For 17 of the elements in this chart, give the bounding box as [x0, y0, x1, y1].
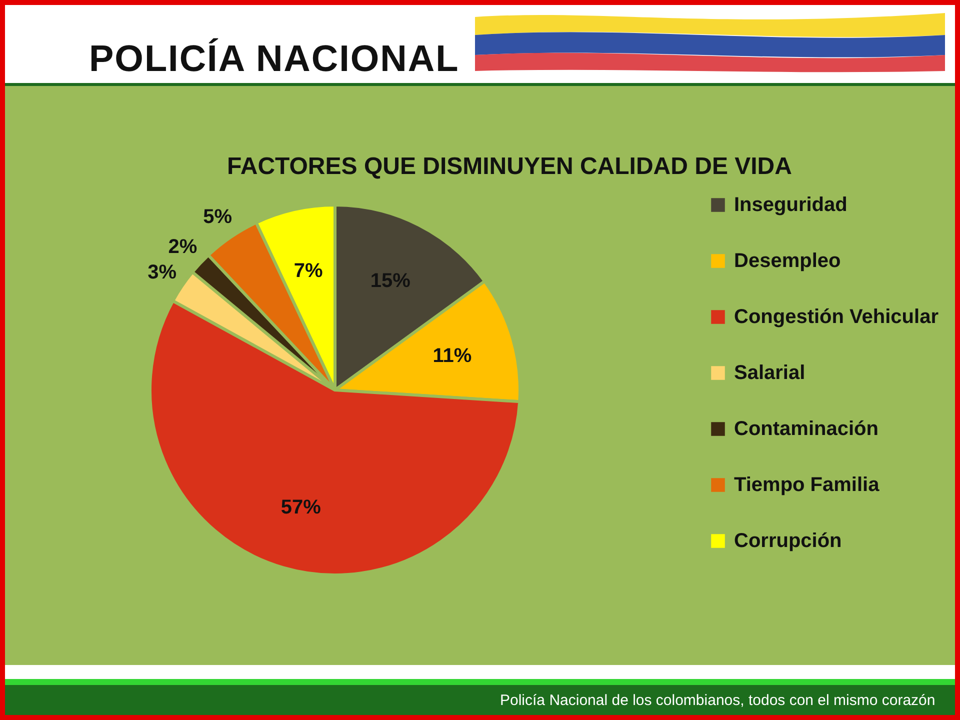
data-label: 5%: [203, 206, 232, 228]
text: POLICÍA NACIONAL: [89, 38, 460, 80]
data-label: 11%: [432, 344, 472, 367]
legend-label: Desempleo: [734, 250, 841, 272]
data-label: 3%: [148, 262, 177, 284]
legend-label: Corrupción: [734, 530, 842, 552]
data-label: 2%: [168, 236, 198, 258]
legend-label: Inseguridad: [734, 194, 848, 216]
data-label: 15%: [370, 270, 411, 292]
text: Policía Nacional de los colombianos, todos con el mismo corazón: [500, 692, 936, 709]
data-label: 57%: [280, 496, 322, 518]
legend-label: Tiempo Familia: [734, 474, 880, 496]
legend-label: Contaminación: [734, 418, 878, 440]
chart-title: FACTORES QUE DISMINUYEN CALIDAD DE VIDA: [227, 153, 792, 180]
legend-label: Salarial: [734, 362, 806, 384]
legend-label: Congestión Vehicular: [734, 306, 939, 328]
data-label: 7%: [294, 260, 324, 282]
